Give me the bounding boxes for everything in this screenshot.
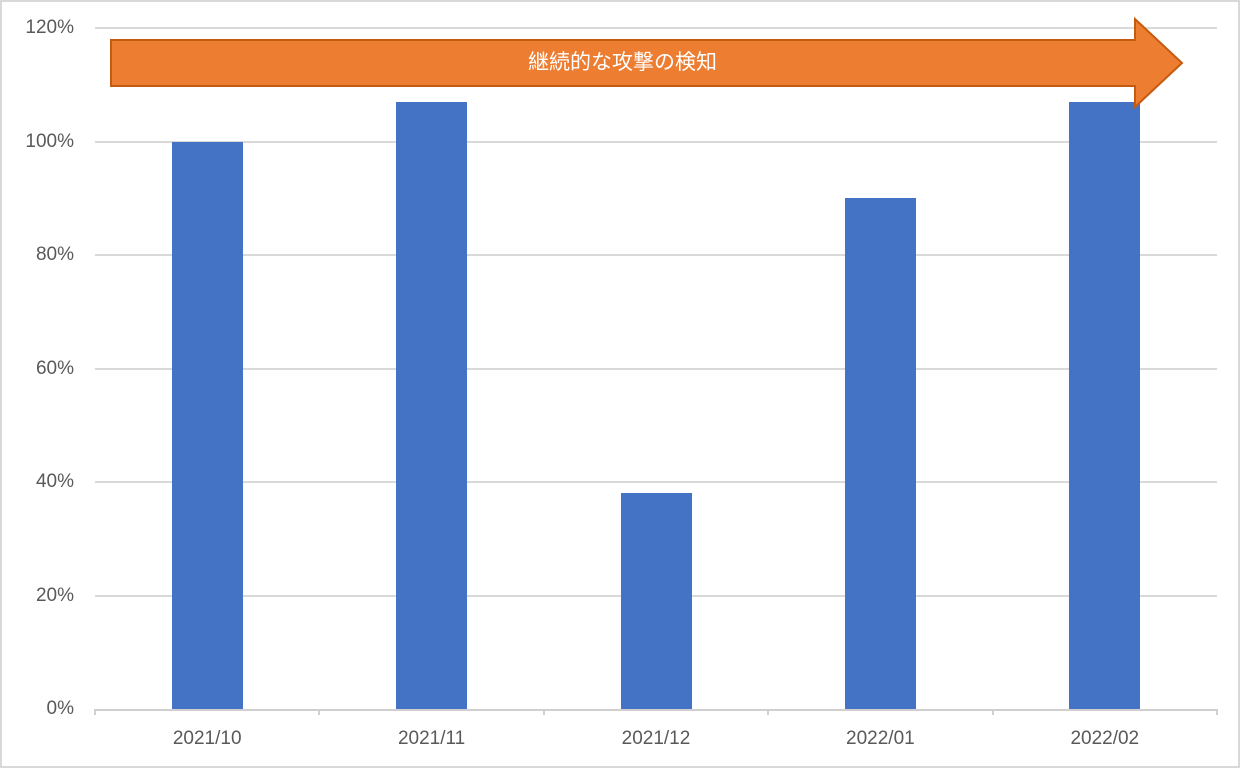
gridline <box>95 27 1217 29</box>
gridline <box>95 367 1217 370</box>
arrow-annotation-label: 継続的な攻撃の検知 <box>528 51 717 74</box>
y-axis-tick-label: 80% <box>35 244 74 265</box>
bar-2021/10 <box>171 141 243 709</box>
x-axis-tick <box>542 709 545 715</box>
x-axis-category-label: 2021/11 <box>397 728 466 749</box>
y-axis-tick-label: 100% <box>25 130 74 152</box>
right-arrow-icon <box>110 16 1184 109</box>
y-axis-tick-label: 20% <box>35 584 74 606</box>
gridline <box>95 481 1217 483</box>
gridline <box>95 140 1217 143</box>
y-axis-tick-label: 40% <box>35 471 74 492</box>
x-axis-line <box>95 709 1217 711</box>
y-axis-tick-label: 0% <box>46 698 74 719</box>
x-axis-category-label: 2022/02 <box>1070 728 1140 749</box>
x-axis-tick <box>991 709 994 715</box>
y-axis-tick-label: 60% <box>35 357 74 379</box>
gridline <box>95 254 1217 256</box>
x-axis-category-label: 2022/01 <box>846 728 915 749</box>
bar-2021/12 <box>620 493 692 709</box>
bar-2021/11 <box>396 101 468 709</box>
x-axis-category-label: 2021/12 <box>621 728 691 749</box>
bar-2022/02 <box>1069 101 1141 709</box>
x-axis-tick <box>94 709 96 715</box>
x-axis-tick <box>1216 709 1218 715</box>
x-axis-category-label: 2021/10 <box>172 728 242 749</box>
x-axis-tick <box>767 709 770 715</box>
x-axis-tick <box>318 709 321 715</box>
bar-2022/01 <box>844 198 916 709</box>
y-axis-tick-label: 120% <box>25 17 74 38</box>
right-arrow-shape <box>110 16 1184 109</box>
